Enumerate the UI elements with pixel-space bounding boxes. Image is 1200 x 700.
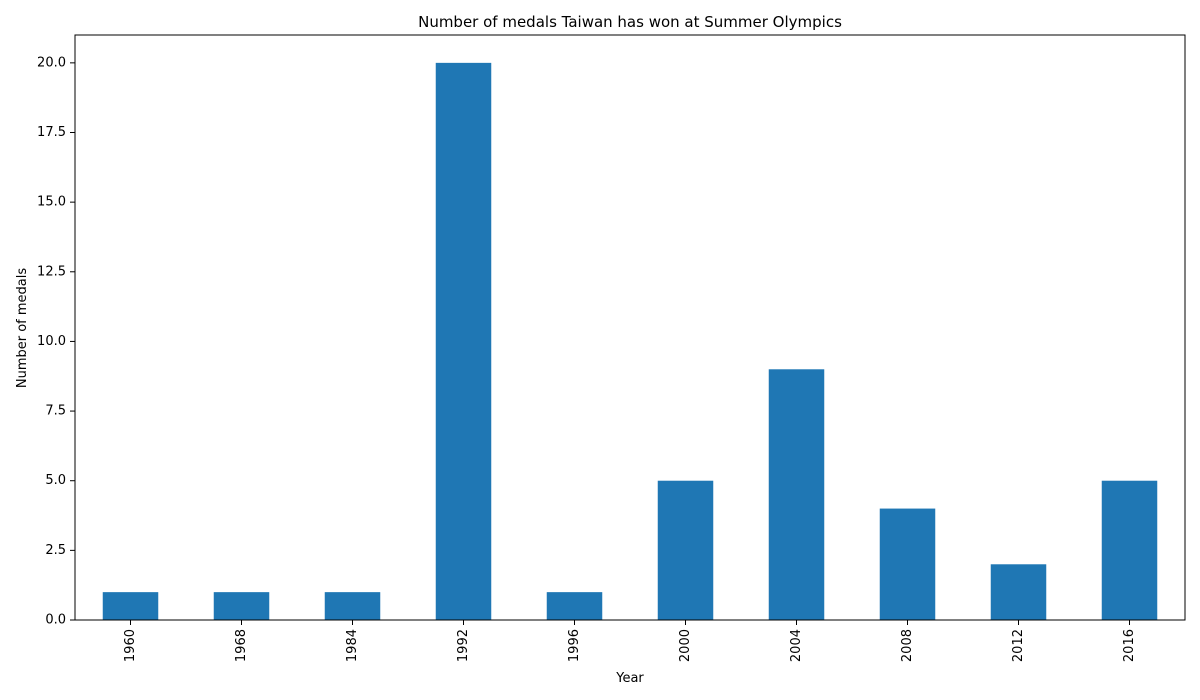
- bar-1996: [546, 592, 603, 620]
- bar-1984: [324, 592, 381, 620]
- x-axis-label: Year: [615, 671, 644, 686]
- x-tick-label: 1984: [345, 629, 360, 662]
- y-tick-label: 0.0: [45, 613, 66, 628]
- plot-frame: [74, 34, 1186, 621]
- bar-1992: [435, 62, 492, 621]
- y-tick-label: 7.5: [45, 404, 66, 419]
- bar-1960: [102, 592, 159, 620]
- y-tick-label: 2.5: [45, 543, 66, 558]
- y-tick-label: 12.5: [37, 264, 66, 279]
- bar-2016: [1101, 480, 1158, 620]
- y-tick-label: 10.0: [37, 334, 66, 349]
- x-axis: 1960 1968 1984 1992 1996 2000 2004 2008 2012 2016: [123, 620, 1137, 662]
- x-tick-label: 1960: [123, 629, 138, 662]
- x-tick-label: 2012: [1011, 629, 1026, 662]
- x-tick-label: 2000: [678, 629, 693, 662]
- bar-2008: [879, 508, 936, 620]
- bar-1968: [213, 592, 270, 620]
- x-tick-label: 1996: [567, 629, 582, 662]
- x-tick-label: 2008: [900, 629, 915, 662]
- chart-title: Number of medals Taiwan has won at Summe…: [418, 13, 842, 31]
- x-tick-label: 2016: [1122, 629, 1137, 662]
- y-tick-label: 20.0: [37, 55, 66, 70]
- y-tick-label: 5.0: [45, 473, 66, 488]
- y-tick-label: 15.0: [37, 195, 66, 210]
- bar-2000: [657, 480, 714, 620]
- bar-2004: [768, 369, 825, 620]
- x-tick-label: 1992: [456, 629, 471, 662]
- bar-2012: [990, 564, 1047, 620]
- x-tick-label: 1968: [234, 629, 249, 662]
- y-tick-label: 17.5: [37, 125, 66, 140]
- bars-group: [102, 62, 1158, 621]
- x-tick-label: 2004: [789, 629, 804, 662]
- y-axis: 0.0 2.5 5.0 7.5 10.0 12.5 15.0 17.5 20.0: [37, 55, 75, 628]
- y-axis-label: Number of medals: [15, 268, 30, 389]
